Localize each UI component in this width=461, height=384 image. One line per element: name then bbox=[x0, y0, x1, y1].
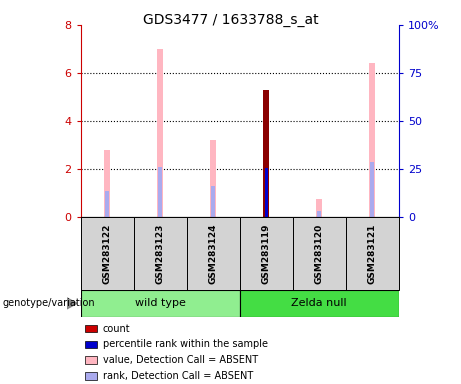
Text: rank, Detection Call = ABSENT: rank, Detection Call = ABSENT bbox=[103, 371, 253, 381]
Bar bbox=[85, 356, 97, 364]
Bar bbox=[210, 140, 216, 217]
Bar bbox=[370, 162, 374, 217]
Text: Zelda null: Zelda null bbox=[291, 298, 347, 308]
Text: count: count bbox=[103, 324, 130, 334]
Text: GDS3477 / 1633788_s_at: GDS3477 / 1633788_s_at bbox=[143, 13, 318, 27]
Polygon shape bbox=[67, 298, 77, 309]
Bar bbox=[265, 168, 267, 217]
Text: genotype/variation: genotype/variation bbox=[2, 298, 95, 308]
Bar bbox=[293, 217, 346, 290]
Text: percentile rank within the sample: percentile rank within the sample bbox=[103, 339, 268, 349]
Bar bbox=[240, 290, 399, 317]
Bar bbox=[369, 63, 375, 217]
Bar bbox=[187, 217, 240, 290]
Bar bbox=[263, 90, 269, 217]
Bar bbox=[85, 372, 97, 380]
Bar bbox=[134, 217, 187, 290]
Bar bbox=[317, 211, 321, 217]
Text: GSM283121: GSM283121 bbox=[368, 223, 377, 284]
Bar bbox=[85, 325, 97, 333]
Bar bbox=[211, 186, 215, 217]
Text: wild type: wild type bbox=[135, 298, 186, 308]
Bar bbox=[81, 290, 240, 317]
Bar bbox=[316, 199, 322, 217]
Text: GSM283123: GSM283123 bbox=[156, 223, 165, 284]
Text: GSM283122: GSM283122 bbox=[103, 223, 112, 284]
Bar bbox=[85, 341, 97, 348]
Bar bbox=[104, 150, 110, 217]
Text: GSM283124: GSM283124 bbox=[209, 223, 218, 284]
Text: value, Detection Call = ABSENT: value, Detection Call = ABSENT bbox=[103, 355, 258, 365]
Bar bbox=[105, 190, 109, 217]
Bar bbox=[240, 217, 293, 290]
Text: GSM283120: GSM283120 bbox=[315, 223, 324, 283]
Bar bbox=[158, 167, 162, 217]
Bar bbox=[346, 217, 399, 290]
Bar bbox=[81, 217, 134, 290]
Text: GSM283119: GSM283119 bbox=[262, 223, 271, 284]
Bar bbox=[157, 49, 163, 217]
